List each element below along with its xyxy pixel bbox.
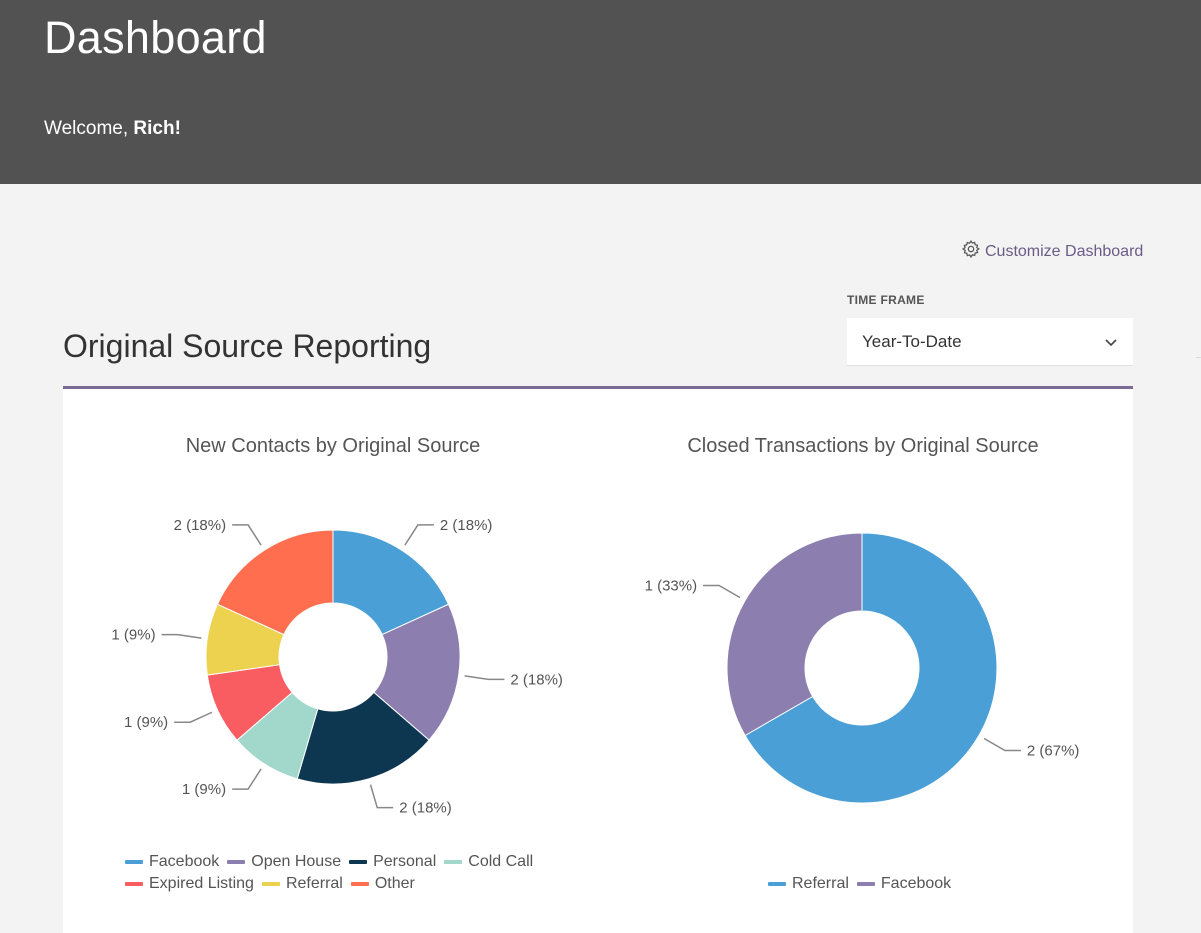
legend-item-open-house[interactable]: Open House: [227, 853, 341, 871]
label-leader-line: [232, 768, 262, 790]
slice-facebook[interactable]: [726, 532, 863, 737]
welcome-prefix: Welcome,: [44, 118, 134, 139]
slice-facebook[interactable]: [332, 529, 450, 636]
legend-swatch: [125, 882, 143, 886]
legend-swatch: [768, 882, 786, 886]
legend-item-personal[interactable]: Personal: [349, 853, 436, 871]
customize-dashboard-link[interactable]: Customize Dashboard: [961, 239, 1143, 264]
legend-swatch: [350, 882, 369, 886]
customize-dashboard-label: Customize Dashboard: [985, 242, 1144, 260]
legend-item-referral[interactable]: Referral: [261, 875, 343, 893]
label-leader-line: [983, 737, 1021, 752]
divider: [1196, 357, 1201, 358]
legend-item-facebook[interactable]: Facebook: [125, 853, 219, 871]
slice-open-house[interactable]: [373, 603, 461, 741]
data-label-facebook: 1 (33%): [645, 578, 698, 595]
label-leader-line: [464, 675, 505, 681]
legend-item-facebook[interactable]: Facebook: [856, 875, 952, 893]
legend-row: Facebook Open House Personal Cold Call: [125, 851, 533, 873]
data-label-facebook: 2 (18%): [440, 517, 493, 534]
data-label-cold-call: 1 (9%): [182, 781, 226, 798]
report-card: New Contacts by Original Source Closed T…: [63, 389, 1133, 933]
section-divider: [63, 386, 1133, 389]
page-title: Dashboard: [44, 12, 267, 63]
label-leader-line: [703, 584, 741, 599]
data-label-other: 2 (18%): [174, 517, 227, 534]
chart-title-new-contacts: New Contacts by Original Source: [185, 435, 481, 457]
data-label-expired-listing: 1 (9%): [124, 714, 168, 731]
legend-item-cold-call[interactable]: Cold Call: [444, 853, 533, 871]
legend-swatch: [125, 860, 143, 864]
slice-personal[interactable]: [296, 691, 430, 785]
time-frame-label: TIME FRAME: [847, 293, 925, 307]
label-leader-line: [161, 633, 202, 639]
legend-label: Personal: [373, 853, 437, 870]
welcome-message: Welcome, Rich!: [44, 118, 181, 140]
chart-title-closed-transactions: Closed Transactions by Original Source: [687, 435, 1039, 457]
new-contacts-legend: Facebook Open House Personal Cold Call Expir…: [125, 851, 533, 895]
legend-label: Referral: [792, 875, 849, 892]
slice-referral[interactable]: [744, 532, 998, 804]
legend-swatch: [856, 882, 875, 886]
data-label-personal: 2 (18%): [399, 800, 452, 817]
new-contacts-donut-chart: 2 (18%) 2 (18%) 2 (18%) 1 (9%) 1 (9%) 1 (9%) 2…: [111, 517, 563, 817]
legend-label: Open House: [251, 853, 342, 870]
legend-label: Other: [374, 875, 415, 892]
label-leader-line: [174, 711, 213, 723]
label-leader-line: [232, 524, 262, 546]
page-header: Dashboard Welcome, Rich!: [0, 0, 1201, 184]
chevron-down-icon: [1103, 334, 1119, 350]
time-frame-select[interactable]: Year-To-Date: [847, 318, 1133, 366]
legend-item-other[interactable]: Other: [350, 875, 415, 893]
closed-transactions-legend: Referral Facebook: [768, 873, 951, 895]
slice-other[interactable]: [216, 529, 334, 636]
welcome-name: Rich!: [133, 118, 181, 139]
label-leader-line: [369, 784, 394, 809]
legend-swatch: [349, 860, 368, 864]
legend-item-expired-listing[interactable]: Expired Listing: [125, 875, 254, 893]
legend-row: Expired Listing Referral Other: [125, 873, 533, 895]
data-label-open-house: 2 (18%): [510, 671, 563, 688]
legend-label: Cold Call: [468, 853, 534, 870]
closed-transactions-donut-chart: 2 (67%) 1 (33%): [645, 532, 1080, 804]
legend-swatch: [444, 860, 463, 864]
legend-label: Facebook: [880, 875, 952, 892]
data-label-referral: 1 (9%): [111, 627, 155, 644]
section-title: Original Source Reporting: [63, 328, 432, 364]
gear-icon: [961, 239, 981, 264]
data-label-referral: 2 (67%): [1027, 743, 1080, 760]
legend-swatch: [227, 860, 246, 864]
legend-item-referral[interactable]: Referral: [768, 875, 849, 893]
legend-row: Referral Facebook: [768, 873, 951, 895]
legend-label: Facebook: [149, 853, 220, 870]
time-frame-value: Year-To-Date: [862, 331, 962, 351]
legend-label: Expired Listing: [149, 875, 254, 892]
legend-label: Referral: [285, 875, 343, 892]
label-leader-line: [404, 524, 434, 546]
legend-swatch: [261, 882, 280, 886]
